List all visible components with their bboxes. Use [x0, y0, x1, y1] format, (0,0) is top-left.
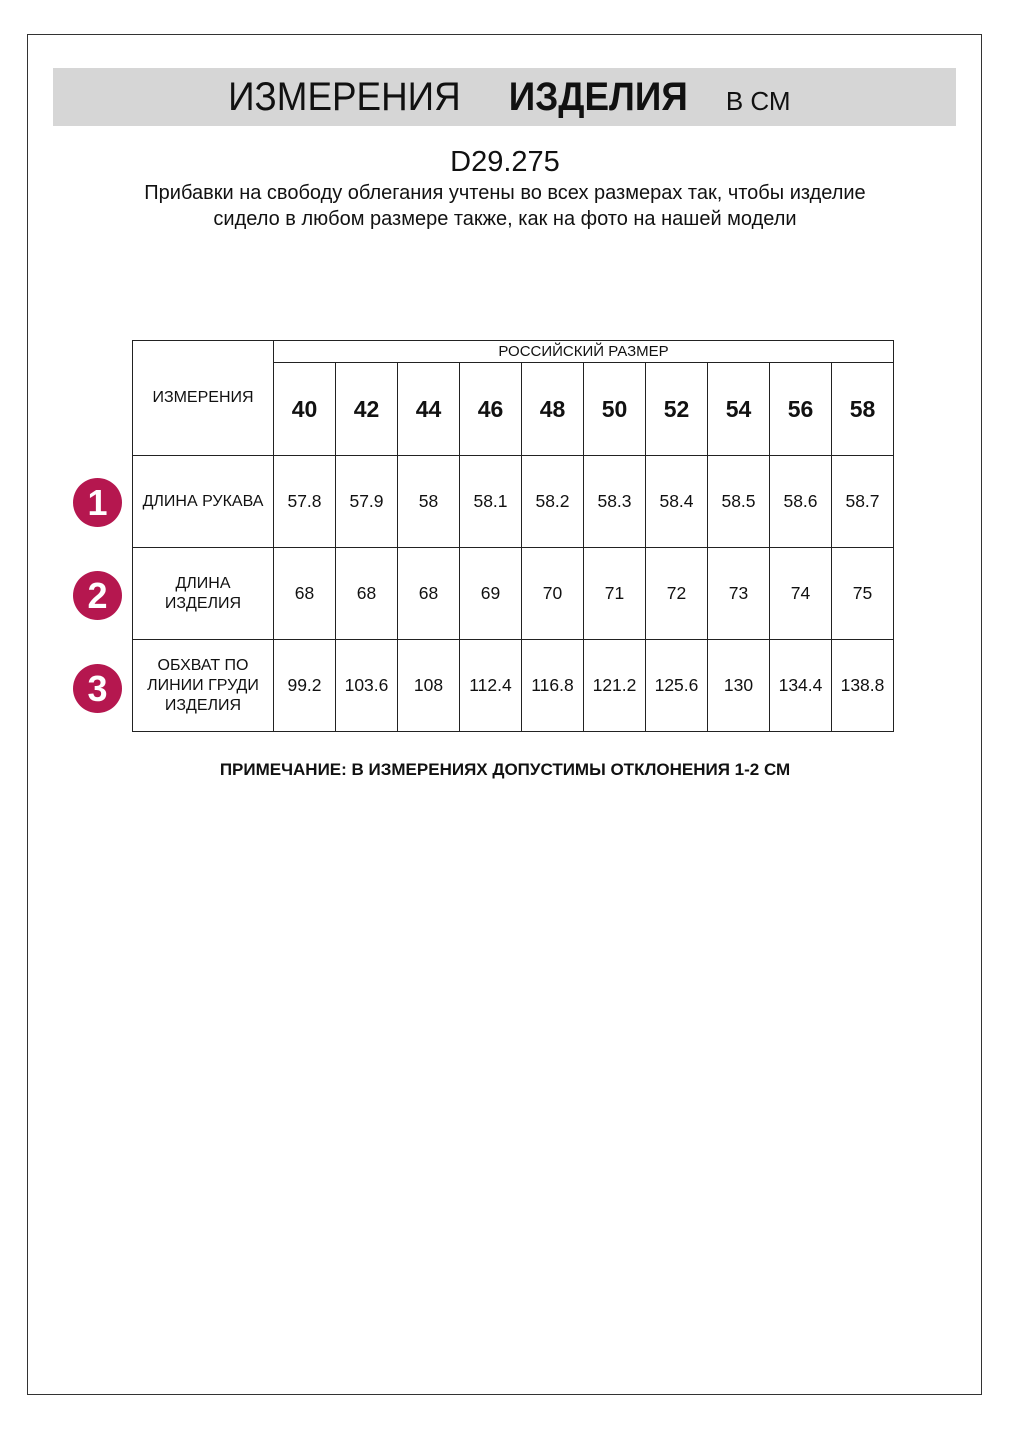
value-cell: 68	[335, 547, 398, 640]
row-number-badge: 1	[73, 478, 122, 527]
value-cell: 58.7	[831, 455, 894, 548]
value-cell: 74	[769, 547, 832, 640]
value-cell: 68	[273, 547, 336, 640]
value-cell: 58.4	[645, 455, 708, 548]
value-cell: 108	[397, 639, 460, 732]
value-cell: 71	[583, 547, 646, 640]
row-number-badge: 3	[73, 664, 122, 713]
row-label: ДЛИНА РУКАВА	[132, 455, 274, 548]
value-cell: 121.2	[583, 639, 646, 732]
value-cell: 134.4	[769, 639, 832, 732]
size-header: РОССИЙСКИЙ РАЗМЕР	[273, 340, 894, 363]
page-border	[27, 34, 982, 1395]
title-regular: ИЗМЕРЕНИЯ	[228, 74, 462, 119]
value-cell: 69	[459, 547, 522, 640]
value-cell: 125.6	[645, 639, 708, 732]
size-cell: 56	[769, 362, 832, 456]
title-bold: ИЗДЕЛИЯ	[509, 74, 689, 119]
size-cell: 48	[521, 362, 584, 456]
value-cell: 58.1	[459, 455, 522, 548]
table-row: ДЛИНА ИЗДЕЛИЯ 68 68 68 69 70 71 72 73 74 75	[132, 547, 894, 640]
measure-header: ИЗМЕРЕНИЯ	[132, 340, 274, 456]
value-cell: 57.8	[273, 455, 336, 548]
value-cell: 99.2	[273, 639, 336, 732]
value-cell: 68	[397, 547, 460, 640]
row-label: ОБХВАТ ПО ЛИНИИ ГРУДИ ИЗДЕЛИЯ	[132, 639, 274, 732]
size-cell: 44	[397, 362, 460, 456]
size-cell: 46	[459, 362, 522, 456]
size-cell: 40	[273, 362, 336, 456]
value-cell: 138.8	[831, 639, 894, 732]
size-cell: 58	[831, 362, 894, 456]
value-cell: 130	[707, 639, 770, 732]
size-cell: 50	[583, 362, 646, 456]
title-unit: В СМ	[725, 85, 791, 116]
value-cell: 58.3	[583, 455, 646, 548]
size-cell: 52	[645, 362, 708, 456]
value-cell: 73	[707, 547, 770, 640]
value-cell: 58.5	[707, 455, 770, 548]
value-cell: 103.6	[335, 639, 398, 732]
note: ПРИМЕЧАНИЕ: В ИЗМЕРЕНИЯХ ДОПУСТИМЫ ОТКЛО…	[219, 760, 791, 779]
value-cell: 58.2	[521, 455, 584, 548]
size-table: ИЗМЕРЕНИЯ РОССИЙСКИЙ РАЗМЕР 40 42 44 46 48 50 52…	[132, 340, 894, 732]
value-cell: 112.4	[459, 639, 522, 732]
value-cell: 58.6	[769, 455, 832, 548]
description: Прибавки на свободу облегания учтены во …	[144, 182, 866, 230]
row-number-badge: 2	[73, 571, 122, 620]
table-row: ОБХВАТ ПО ЛИНИИ ГРУДИ ИЗДЕЛИЯ 99.2 103.6 10…	[132, 639, 894, 732]
product-code: D29.275	[450, 146, 560, 178]
row-label: ДЛИНА ИЗДЕЛИЯ	[132, 547, 274, 640]
value-cell: 75	[831, 547, 894, 640]
table-row: ДЛИНА РУКАВА 57.8 57.9 58 58.1 58.2 58.3 58.4 58…	[132, 455, 894, 548]
value-cell: 58	[397, 455, 460, 548]
value-cell: 116.8	[521, 639, 584, 732]
title-band: ИЗМЕРЕНИЯ ИЗДЕЛИЯ В СМ	[53, 68, 956, 126]
size-cell: 54	[707, 362, 770, 456]
value-cell: 70	[521, 547, 584, 640]
value-cell: 72	[645, 547, 708, 640]
size-cell: 42	[335, 362, 398, 456]
value-cell: 57.9	[335, 455, 398, 548]
